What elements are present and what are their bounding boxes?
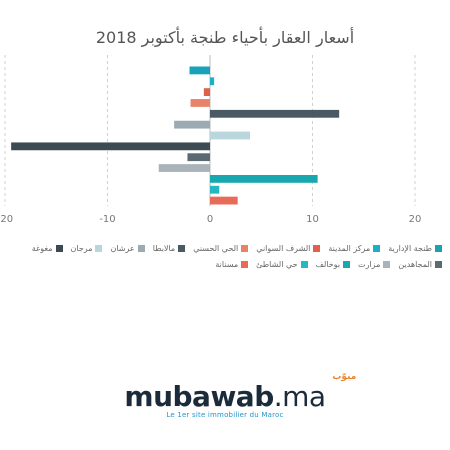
legend-label: مسنانة bbox=[215, 260, 239, 269]
legend-item: مزارت bbox=[358, 260, 391, 269]
legend-swatch bbox=[137, 245, 145, 252]
legend-swatch bbox=[241, 261, 249, 268]
legend-item: مالابطا bbox=[153, 244, 186, 253]
x-tick-label: 20 bbox=[409, 214, 422, 225]
legend-label: عرشان bbox=[110, 244, 135, 253]
legend-item: الحي الحسني bbox=[193, 244, 249, 253]
legend-swatch bbox=[435, 261, 442, 268]
bar bbox=[190, 99, 210, 107]
legend-swatch bbox=[343, 261, 351, 268]
legend-swatch bbox=[373, 245, 381, 252]
legend-swatch bbox=[435, 245, 442, 252]
legend-item: مرجان bbox=[71, 244, 103, 253]
legend-item: المجاهدين bbox=[398, 260, 442, 269]
mubawab-logo: مبوّب mubawab.ma Le 1er site immobilier … bbox=[0, 372, 450, 419]
legend-item: عرشان bbox=[110, 244, 145, 253]
x-tick-label: 0 bbox=[207, 214, 213, 225]
legend: طنجة الإدارية مركز المدينة الشرف السواني ال… bbox=[6, 244, 442, 269]
legend-label: طنجة الإدارية bbox=[388, 244, 432, 253]
bars bbox=[11, 66, 340, 205]
bar bbox=[210, 131, 250, 140]
bar bbox=[158, 164, 210, 172]
logo-wordmark: mubawab.ma bbox=[124, 380, 326, 413]
bar bbox=[187, 153, 210, 162]
legend-swatch bbox=[55, 245, 63, 252]
legend-label: حي الشاطئ bbox=[256, 260, 298, 269]
logo-tagline: Le 1er site immobilier du Maroc bbox=[166, 411, 284, 419]
legend-swatch bbox=[241, 245, 249, 252]
bar bbox=[210, 196, 238, 205]
legend-label: المجاهدين bbox=[398, 260, 432, 269]
legend-item: حي الشاطئ bbox=[256, 260, 308, 269]
x-axis-ticks: -20 -10 0 10 20 bbox=[0, 214, 421, 225]
bar bbox=[203, 88, 210, 97]
legend-item: الشرف السواني bbox=[256, 244, 321, 253]
legend-item: مركز المدينة bbox=[328, 244, 381, 253]
legend-swatch bbox=[300, 261, 308, 268]
bar bbox=[189, 66, 210, 75]
legend-label: بوخالف bbox=[315, 260, 341, 269]
logo-arabic-text: مبوّب bbox=[332, 372, 357, 382]
legend-swatch bbox=[383, 261, 391, 268]
chart-title: أسعار العقار بأحياء طنجة بأكتوبر 2018 bbox=[95, 28, 355, 47]
legend-label: الشرف السواني bbox=[256, 244, 311, 253]
x-tick-label: 10 bbox=[306, 214, 319, 225]
bar bbox=[210, 109, 340, 118]
bar bbox=[210, 174, 318, 183]
legend-label: مرجان bbox=[70, 244, 93, 253]
legend-swatch bbox=[95, 245, 103, 252]
x-tick-label: -20 bbox=[0, 214, 13, 225]
bar bbox=[210, 77, 215, 86]
legend-label: الحي الحسني bbox=[193, 244, 239, 253]
legend-label: مغوغة bbox=[31, 244, 53, 253]
legend-item: مسنانة bbox=[215, 260, 249, 269]
legend-item: طنجة الإدارية bbox=[388, 244, 442, 253]
x-tick-label: -10 bbox=[99, 214, 115, 225]
legend-swatch bbox=[178, 245, 186, 252]
legend-label: مالابطا bbox=[152, 244, 176, 253]
chart-plot: -20 -10 0 10 20 bbox=[0, 55, 421, 225]
bar bbox=[174, 120, 210, 129]
bar bbox=[210, 185, 220, 194]
legend-swatch bbox=[313, 245, 321, 252]
legend-label: مزارت bbox=[358, 260, 381, 269]
legend-item: بوخالف bbox=[315, 260, 351, 269]
bar bbox=[11, 142, 211, 151]
legend-item: مغوغة bbox=[32, 244, 63, 253]
legend-label: مركز المدينة bbox=[328, 244, 371, 253]
